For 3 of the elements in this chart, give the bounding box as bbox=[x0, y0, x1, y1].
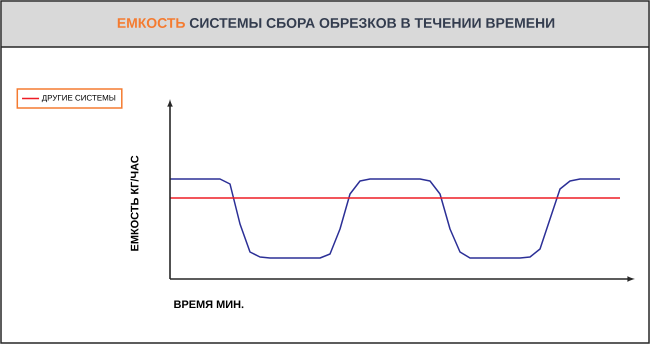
x-axis-title: ВРЕМЯ МИН. bbox=[174, 300, 244, 308]
chart-title: ЕМКОСТЬ СИСТЕМЫ СБОРА ОБРЕЗКОВ В ТЕЧЕНИИ ВРЕМЕНИ bbox=[118, 18, 554, 28]
y-axis-title: ЕМКОСТЬ КГ/ЧАС bbox=[130, 156, 139, 251]
